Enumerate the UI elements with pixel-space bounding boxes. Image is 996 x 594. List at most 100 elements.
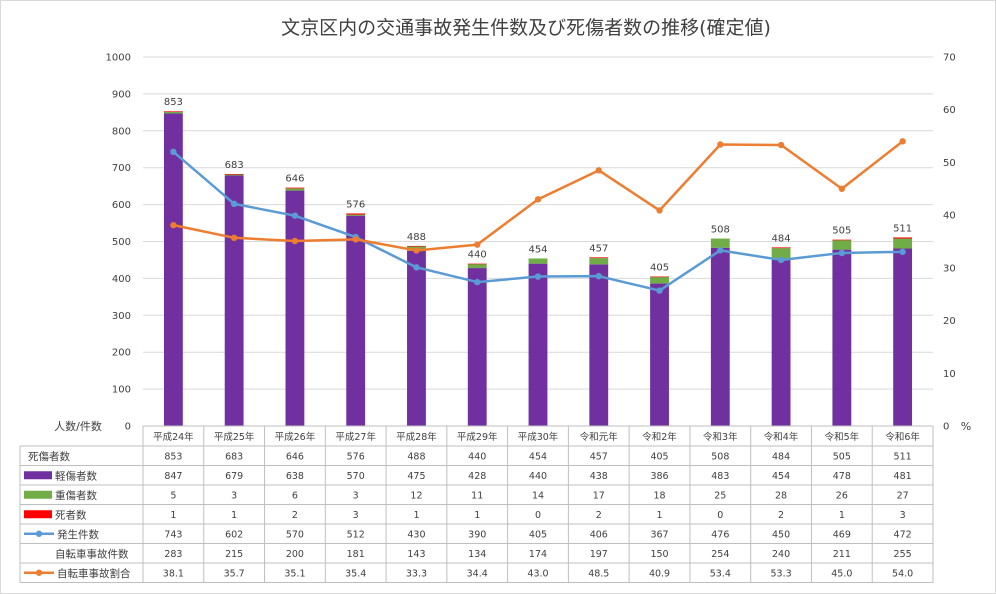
table-cell: 3 (231, 490, 237, 501)
table-cell: 576 (347, 451, 365, 462)
point-自転車事故割合-1 (230, 234, 238, 242)
table-cell: 457 (590, 451, 608, 462)
category-label: 平成25年 (214, 431, 255, 443)
bars (163, 111, 913, 426)
row-name: 重傷者数 (55, 489, 97, 502)
table-cell: 134 (468, 549, 486, 560)
right-tick-label: 0 (943, 422, 949, 433)
table-cell: 35.1 (284, 568, 305, 579)
bar-死者数-3 (346, 213, 366, 215)
bar-data-labels: 853 683 646 576 488 440 454 457 405 508 484 505 511 (164, 97, 912, 273)
left-tick-label: 700 (112, 163, 131, 174)
table-cell: 150 (650, 549, 668, 560)
point-自転車事故割合-10 (777, 141, 785, 149)
table-cell: 3 (900, 510, 906, 521)
table-cell: 450 (772, 529, 790, 540)
bar-死者数-7 (589, 257, 609, 259)
bar-死者数-2 (285, 187, 305, 189)
table-cell: 3 (353, 490, 359, 501)
bar-軽傷者数-7 (589, 264, 609, 426)
table-cell: 505 (833, 451, 851, 462)
table-cell: 570 (347, 471, 365, 482)
table-cell: 3 (353, 510, 359, 521)
table-cell: 679 (225, 471, 243, 482)
bar-死者数-5 (467, 263, 487, 265)
table-cell: 14 (532, 490, 544, 501)
table-cell: 54.0 (892, 568, 913, 579)
bar-死者数-11 (832, 239, 852, 241)
table-cell: 430 (407, 529, 425, 540)
table-cell: 283 (164, 549, 182, 560)
bar-軽傷者数-9 (710, 247, 730, 426)
left-tick-label: 600 (112, 200, 131, 211)
bar-軽傷者数-0 (163, 113, 183, 426)
bar-重傷者数-8 (650, 276, 669, 284)
table-cell: 2 (596, 510, 602, 521)
table-cell: 197 (590, 549, 608, 560)
bar-軽傷者数-11 (832, 249, 852, 426)
table-cell: 0 (717, 510, 723, 521)
bar-重傷者数-1 (224, 174, 244, 176)
table-cell: 483 (711, 471, 729, 482)
point-発生件数-10 (777, 256, 785, 264)
bar-重傷者数-2 (285, 188, 305, 191)
bar-死者数-8 (650, 276, 669, 278)
bar-軽傷者数-8 (650, 283, 669, 426)
row-name: 軽傷者数 (55, 469, 97, 482)
table-cell: 40.9 (649, 568, 670, 579)
right-tick-label: 50 (943, 158, 956, 169)
total-label: 576 (346, 199, 365, 210)
right-tick-label: 70 (943, 53, 956, 64)
table-cell: 406 (590, 529, 608, 540)
total-label: 457 (589, 243, 608, 254)
table-cell: 1 (657, 510, 663, 521)
category-label: 平成29年 (457, 431, 498, 443)
point-発生件数-2 (291, 212, 299, 219)
table-cell: 1 (231, 510, 237, 521)
category-label: 平成27年 (335, 431, 376, 443)
bar-重傷者数-10 (771, 248, 791, 259)
point-発生件数-4 (413, 264, 420, 271)
row-name: 自転車事故割合 (57, 567, 131, 580)
category-label: 令和2年 (642, 431, 677, 443)
table-cell: 35.7 (224, 568, 245, 579)
right-tick-label: 10 (943, 369, 956, 380)
table-cell: 472 (894, 529, 912, 540)
table-cell: 440 (529, 471, 547, 482)
table-cell: 847 (164, 471, 182, 482)
row-name: 死者数 (55, 508, 87, 521)
left-tick-label: 0 (125, 422, 131, 433)
table-cell: 2 (292, 510, 298, 521)
legend-marker-発生件数 (35, 530, 43, 537)
bar-軽傷者数-3 (346, 215, 366, 426)
table-cell: 35.4 (345, 568, 366, 579)
category-label: 平成30年 (518, 431, 559, 443)
data-table: 平成24年 平成25年 平成26年 平成27年 平成28年 平成29年 平成30年 令和元年 令… (19, 425, 934, 583)
bar-重傷者数-11 (832, 240, 852, 250)
table-cell: 18 (653, 490, 665, 501)
bar-重傷者数-0 (163, 111, 183, 114)
table-cell: 481 (894, 471, 912, 482)
table-cell: 512 (347, 529, 365, 540)
point-発生件数-7 (595, 272, 602, 280)
point-発生件数-11 (838, 249, 846, 257)
table-cell: 0 (535, 510, 541, 521)
table-cell: 367 (650, 529, 668, 540)
line-自転車事故割合 (173, 140, 904, 252)
point-発生件数-5 (474, 278, 481, 286)
table-cell: 475 (407, 471, 425, 482)
total-label: 440 (468, 250, 487, 261)
right-axis-ticks: 0 10 20 30 40 50 60 70 (943, 53, 956, 433)
table-cell: 454 (529, 451, 547, 462)
category-label: 令和元年 (580, 431, 619, 443)
total-label: 488 (407, 232, 426, 243)
bar-軽傷者数-2 (285, 190, 305, 426)
point-発生件数-12 (899, 248, 906, 256)
bar-重傷者数-7 (589, 258, 609, 265)
row-name: 自転車事故件数 (55, 547, 129, 560)
right-tick-label: 20 (943, 316, 956, 327)
point-自転車事故割合-3 (352, 236, 359, 243)
table-cell: 683 (225, 451, 243, 462)
point-発生件数-9 (717, 247, 724, 254)
